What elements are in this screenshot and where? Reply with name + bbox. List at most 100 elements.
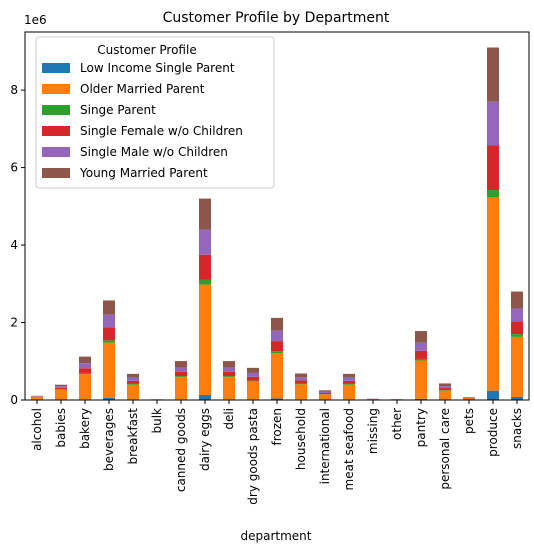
bar-segment [199, 394, 211, 400]
legend-box [35, 36, 275, 189]
x-tick-label: pets [462, 408, 476, 434]
bar-segment [223, 367, 235, 372]
bar-segment [415, 342, 427, 351]
bar-segment [487, 390, 499, 400]
bar-segment [175, 376, 187, 378]
bar-segment [103, 314, 115, 328]
bar-segment [343, 377, 355, 381]
bar-segment [103, 300, 115, 315]
y-tick-label: 6 [10, 161, 18, 175]
bar-segment [295, 377, 307, 381]
bar-segment [199, 284, 211, 395]
bar-segment [487, 190, 499, 198]
x-tick-label: frozen [270, 408, 284, 446]
bar-segment [511, 291, 523, 309]
bar-segment [511, 321, 523, 335]
x-tick-label: babies [54, 408, 68, 448]
x-tick-label: alcohol [30, 408, 44, 451]
bar-segment [127, 384, 139, 400]
bar-segment [247, 380, 259, 382]
bar-segment [127, 380, 139, 384]
bar-segment [175, 367, 187, 372]
bar-segment [439, 388, 451, 391]
bar-segment [247, 376, 259, 381]
bar-segment [247, 367, 259, 373]
bar-segment [175, 371, 187, 377]
bar-segment [271, 341, 283, 352]
bar-segment [511, 308, 523, 322]
y-tick-label: 4 [10, 238, 18, 252]
bar-segment [199, 279, 211, 285]
bar-segment [511, 396, 523, 400]
x-axis-label: department [241, 529, 312, 543]
bar-segment [103, 342, 115, 398]
y-axis: 0 2 4 6 8 [10, 83, 25, 407]
legend-title: Customer Profile [97, 43, 196, 57]
legend-swatch [42, 126, 70, 136]
bar-segment [343, 383, 355, 385]
bar-segment [55, 387, 67, 390]
x-tick-label: snacks [510, 408, 524, 449]
x-tick-label: household [294, 408, 308, 470]
legend-swatch [42, 168, 70, 178]
legend-label: Singe Parent [80, 103, 156, 117]
bar-segment [487, 101, 499, 146]
legend-swatch [42, 105, 70, 115]
bar-segment [343, 380, 355, 384]
x-axis: alcohol babies bakery beverages breakfast bul… [30, 400, 524, 505]
bar-segment [415, 398, 427, 400]
legend-label: Single Female w/o Children [80, 124, 243, 138]
bar-segment [271, 317, 283, 331]
bar-segment [295, 384, 307, 400]
x-tick-label: beverages [102, 408, 116, 471]
bar-segment [199, 229, 211, 255]
bar-segment [55, 389, 67, 400]
bar-segment [319, 392, 331, 395]
x-tick-label: meat seafood [342, 408, 356, 490]
y-tick-label: 8 [10, 83, 18, 97]
x-tick-label: pantry [414, 408, 428, 447]
bar-segment [415, 331, 427, 343]
bar-segment [223, 361, 235, 368]
bar-segment [127, 373, 139, 378]
legend-swatch [42, 147, 70, 157]
legend-label: Single Male w/o Children [80, 145, 228, 159]
bar-segment [295, 373, 307, 378]
x-tick-label: other [390, 408, 404, 440]
bar-segment [79, 372, 91, 375]
bar-segment [223, 377, 235, 400]
x-tick-label: canned goods [174, 408, 188, 492]
y-offset-label: 1e6 [24, 13, 47, 27]
bar-segment [175, 377, 187, 400]
bar-segment [319, 391, 331, 393]
bar-segment [271, 398, 283, 400]
bar-segment [487, 145, 499, 191]
bar-segment [343, 373, 355, 378]
y-tick-label: 2 [10, 316, 18, 330]
bar-segment [103, 327, 115, 341]
bar-segment [79, 368, 91, 373]
bar-segment [319, 390, 331, 392]
bar-segment [487, 197, 499, 391]
bar-segment [511, 334, 523, 337]
bar-segment [271, 351, 283, 354]
bar-segment [295, 383, 307, 385]
bar-segment [31, 396, 43, 400]
legend-label: Young Married Parent [79, 166, 208, 180]
legend-swatch [42, 63, 70, 73]
bar-segment [127, 377, 139, 381]
x-tick-label: bakery [78, 408, 92, 449]
bar-segment [79, 363, 91, 369]
legend: Customer Profile Low Income Single Parent… [35, 36, 275, 189]
bar-segment [511, 336, 523, 397]
bar-segment [439, 386, 451, 389]
bar-segment [439, 390, 451, 400]
bar-segment [103, 397, 115, 400]
bar-segment [247, 372, 259, 377]
bar-segment [103, 340, 115, 343]
bar-segment [415, 350, 427, 359]
bar-segment [295, 380, 307, 384]
bar-segment [79, 374, 91, 400]
legend-label: Older Married Parent [80, 82, 205, 96]
